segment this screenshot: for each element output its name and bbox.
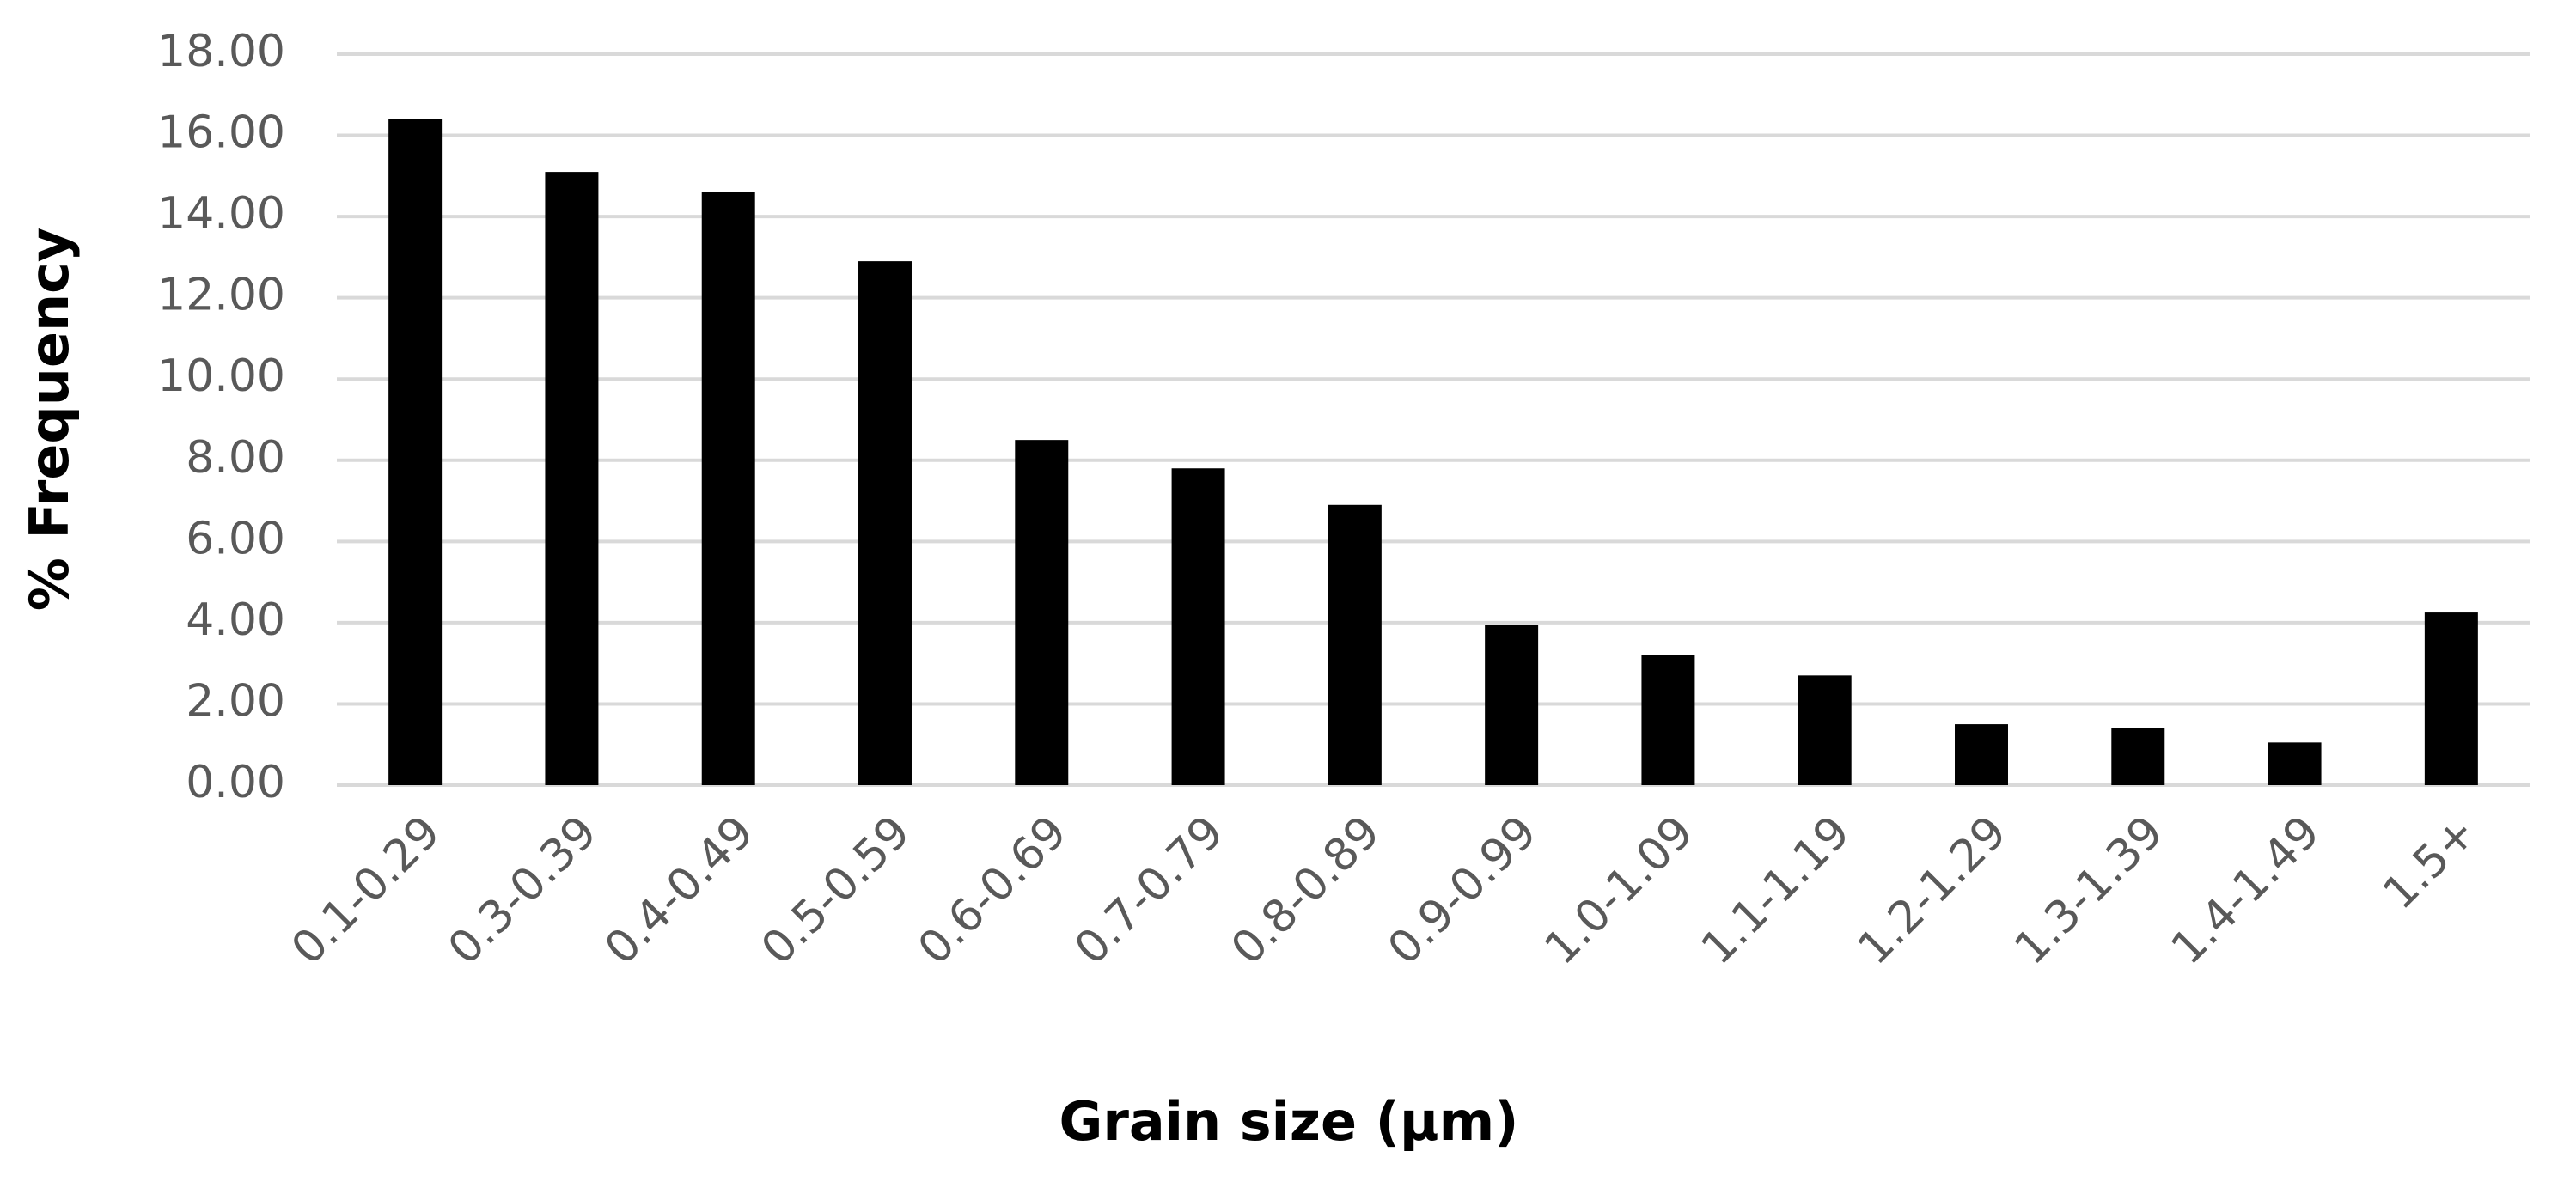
bar bbox=[858, 261, 912, 785]
bar bbox=[545, 172, 599, 785]
bar bbox=[701, 192, 755, 785]
x-tick-label: 0.1-0.29 bbox=[282, 807, 450, 975]
y-tick-label: 2.00 bbox=[186, 675, 285, 727]
y-tick-label: 6.00 bbox=[186, 513, 285, 564]
x-tick-label: 1.1-1.19 bbox=[1692, 807, 1860, 975]
bar bbox=[2111, 728, 2165, 785]
y-axis-title: % Frequency bbox=[18, 228, 81, 612]
x-tick-label: 0.9-0.99 bbox=[1378, 807, 1547, 975]
bar bbox=[2424, 612, 2478, 785]
x-tick-label: 1.5+ bbox=[2373, 807, 2487, 920]
bar bbox=[1955, 724, 2008, 785]
y-tick-label: 14.00 bbox=[157, 188, 285, 240]
x-tick-label: 1.3-1.39 bbox=[2005, 807, 2173, 975]
x-tick-label: 0.3-0.39 bbox=[438, 807, 607, 975]
x-tick-label: 0.7-0.79 bbox=[1065, 807, 1234, 975]
y-tick-label: 4.00 bbox=[186, 594, 285, 646]
y-tick-label: 0.00 bbox=[186, 757, 285, 808]
y-tick-label: 10.00 bbox=[157, 350, 285, 402]
x-tick-label: 1.0-1.09 bbox=[1535, 807, 1703, 975]
bar bbox=[1485, 625, 1539, 785]
x-tick-label: 0.6-0.69 bbox=[908, 807, 1077, 975]
y-tick-label: 12.00 bbox=[157, 270, 285, 321]
y-tick-label: 8.00 bbox=[186, 432, 285, 484]
bar bbox=[1015, 440, 1069, 785]
bar bbox=[1171, 468, 1225, 785]
bar bbox=[2268, 742, 2322, 785]
bar bbox=[1328, 504, 1382, 785]
bar bbox=[1798, 675, 1852, 785]
y-tick-label: 18.00 bbox=[157, 26, 285, 77]
x-tick-label: 1.2-1.29 bbox=[1848, 807, 2017, 975]
y-tick-label: 16.00 bbox=[157, 107, 285, 159]
bar bbox=[388, 119, 443, 786]
x-tick-label: 0.8-0.89 bbox=[1222, 807, 1390, 975]
bar bbox=[1641, 655, 1695, 785]
x-axis-title: Grain size (μm) bbox=[1059, 1090, 1518, 1153]
x-tick-label: 1.4-1.49 bbox=[2162, 807, 2330, 975]
x-tick-label: 0.4-0.49 bbox=[595, 807, 764, 975]
x-tick-label: 0.5-0.59 bbox=[752, 807, 920, 975]
